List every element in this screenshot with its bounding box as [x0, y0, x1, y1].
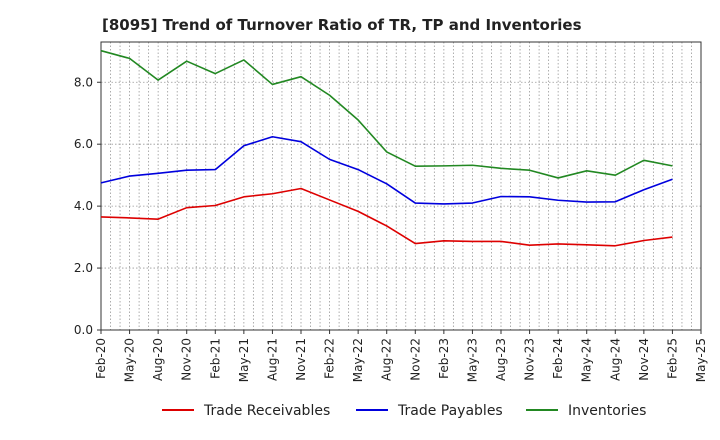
x-tick-label: Feb-24 — [551, 338, 565, 379]
x-tick-label: Aug-21 — [265, 338, 279, 381]
plot-area-frame — [100, 41, 702, 331]
legend-label-1: Trade Receivables — [203, 403, 330, 419]
grid — [101, 42, 701, 330]
series-line-2 — [100, 135, 673, 205]
x-tick-label: May-25 — [694, 338, 708, 382]
x-tick-label: May-22 — [351, 338, 365, 382]
axes: 0.0 2.0 4.0 6.0 8.0 Feb-20 May-20 Aug-20 Nov-20 F… — [74, 41, 708, 382]
x-tick-label: Feb-23 — [437, 338, 451, 379]
series-lines — [100, 49, 673, 247]
chart-title: [8095] Trend of Turnover Ratio of TR, TP… — [102, 16, 582, 34]
y-tick-label: 4.0 — [74, 199, 93, 213]
x-tick-label: Nov-23 — [523, 338, 537, 381]
y-tick-label: 2.0 — [74, 261, 93, 275]
x-tick-label: May-24 — [580, 338, 594, 382]
series-line-3 — [100, 49, 673, 179]
x-tick-label: Aug-22 — [380, 338, 394, 381]
x-tick-label: Nov-24 — [637, 338, 651, 381]
x-tick-label: May-23 — [465, 338, 479, 382]
x-tick-label: Aug-20 — [151, 338, 165, 381]
series-line-1 — [100, 187, 673, 247]
legend: Trade Receivables Trade Payables Inventori… — [162, 403, 646, 419]
x-tick-label: Aug-24 — [608, 338, 622, 381]
x-tick-label: Nov-21 — [294, 338, 308, 381]
x-tick-label: Feb-22 — [323, 338, 337, 379]
x-tick-label: Aug-23 — [494, 338, 508, 381]
x-tick-label: May-21 — [237, 338, 251, 382]
x-tick-label: Nov-20 — [180, 338, 194, 381]
x-tick-label: Feb-25 — [665, 338, 679, 379]
y-tick-label: 0.0 — [74, 323, 93, 337]
legend-label-2: Trade Payables — [397, 403, 503, 419]
x-tick-label: Feb-21 — [208, 338, 222, 379]
y-tick-label: 8.0 — [74, 75, 93, 89]
y-tick-label: 6.0 — [74, 137, 93, 151]
x-tick-label: Feb-20 — [94, 338, 108, 379]
x-tick-label: Nov-22 — [408, 338, 422, 381]
x-tick-label: May-20 — [123, 338, 137, 382]
legend-label-3: Inventories — [568, 403, 646, 419]
